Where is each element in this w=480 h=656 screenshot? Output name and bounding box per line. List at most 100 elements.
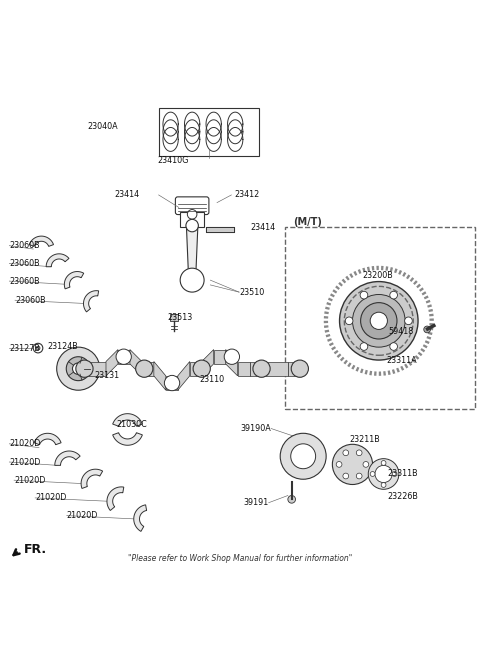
Circle shape: [164, 375, 180, 391]
Text: 23060B: 23060B: [15, 296, 46, 305]
FancyBboxPatch shape: [175, 197, 209, 215]
Text: "Please refer to Work Shop Manual for further information": "Please refer to Work Shop Manual for fu…: [128, 554, 352, 564]
Text: 23226B: 23226B: [387, 492, 418, 501]
Text: 21020D: 21020D: [35, 493, 67, 502]
Text: 23311A: 23311A: [386, 356, 417, 365]
Polygon shape: [343, 359, 348, 365]
Polygon shape: [332, 289, 337, 294]
Polygon shape: [113, 414, 143, 426]
Text: 21020D: 21020D: [14, 476, 46, 485]
Polygon shape: [262, 361, 288, 376]
Text: (M/T): (M/T): [293, 216, 322, 226]
Circle shape: [66, 357, 90, 380]
Polygon shape: [250, 361, 262, 376]
Polygon shape: [406, 274, 410, 279]
Polygon shape: [383, 371, 386, 376]
Polygon shape: [394, 268, 397, 273]
Bar: [170, 314, 178, 321]
Circle shape: [343, 473, 348, 479]
Polygon shape: [420, 348, 425, 352]
Circle shape: [36, 346, 40, 350]
Polygon shape: [424, 295, 429, 299]
Polygon shape: [398, 270, 402, 275]
Circle shape: [352, 295, 405, 347]
Polygon shape: [324, 311, 329, 314]
Polygon shape: [327, 338, 332, 342]
Polygon shape: [328, 298, 333, 301]
Circle shape: [424, 326, 431, 333]
Polygon shape: [364, 370, 368, 375]
Polygon shape: [205, 226, 234, 232]
Circle shape: [336, 462, 342, 467]
Bar: [180, 212, 204, 227]
Polygon shape: [324, 321, 328, 323]
Polygon shape: [214, 350, 226, 364]
Text: 39190A: 39190A: [240, 424, 271, 433]
Circle shape: [57, 347, 100, 390]
Text: 23311B: 23311B: [387, 470, 418, 478]
Text: 23211B: 23211B: [349, 434, 380, 443]
Polygon shape: [372, 266, 374, 270]
Polygon shape: [118, 350, 130, 364]
Circle shape: [360, 342, 368, 350]
Polygon shape: [202, 350, 214, 376]
Polygon shape: [425, 340, 430, 344]
Text: 39191: 39191: [243, 498, 269, 507]
Polygon shape: [392, 369, 396, 374]
Text: 23124B: 23124B: [48, 342, 78, 351]
Circle shape: [339, 281, 418, 360]
Polygon shape: [379, 371, 381, 376]
Circle shape: [72, 363, 84, 375]
Circle shape: [356, 473, 362, 479]
Text: 21020D: 21020D: [9, 457, 41, 466]
Polygon shape: [178, 361, 190, 390]
Polygon shape: [390, 267, 393, 272]
Polygon shape: [130, 350, 142, 376]
Circle shape: [363, 462, 369, 467]
Text: 23131: 23131: [94, 371, 119, 380]
Polygon shape: [345, 276, 350, 281]
Circle shape: [280, 434, 326, 480]
Circle shape: [381, 483, 386, 487]
Text: 23060B: 23060B: [9, 277, 40, 285]
Polygon shape: [342, 279, 346, 283]
Text: 23110: 23110: [199, 375, 225, 384]
Polygon shape: [428, 309, 433, 312]
Text: 23060B: 23060B: [9, 259, 40, 268]
Circle shape: [370, 472, 375, 476]
Polygon shape: [362, 268, 366, 272]
Circle shape: [291, 444, 316, 468]
Polygon shape: [84, 291, 99, 312]
Polygon shape: [428, 332, 432, 335]
Polygon shape: [338, 282, 343, 287]
Polygon shape: [374, 371, 377, 376]
Polygon shape: [107, 487, 124, 510]
Polygon shape: [413, 280, 418, 285]
Circle shape: [405, 317, 412, 325]
Polygon shape: [329, 342, 334, 346]
Text: 23412: 23412: [234, 190, 260, 199]
Text: 21020D: 21020D: [9, 440, 41, 448]
Circle shape: [288, 495, 296, 503]
Polygon shape: [410, 277, 414, 282]
Circle shape: [390, 342, 397, 350]
Polygon shape: [142, 361, 154, 376]
FancyBboxPatch shape: [286, 228, 475, 409]
Polygon shape: [84, 361, 106, 376]
Polygon shape: [331, 346, 336, 350]
Text: 21020D: 21020D: [67, 511, 98, 520]
Polygon shape: [238, 361, 250, 376]
Polygon shape: [166, 376, 178, 390]
Polygon shape: [64, 272, 84, 289]
Circle shape: [360, 302, 397, 339]
Circle shape: [136, 360, 153, 377]
Polygon shape: [351, 365, 355, 369]
Polygon shape: [326, 302, 331, 306]
Circle shape: [180, 268, 204, 292]
Polygon shape: [369, 371, 372, 375]
Polygon shape: [113, 433, 143, 445]
Polygon shape: [106, 350, 118, 376]
Text: 21030C: 21030C: [117, 420, 147, 429]
Polygon shape: [55, 451, 80, 465]
Circle shape: [356, 450, 362, 456]
